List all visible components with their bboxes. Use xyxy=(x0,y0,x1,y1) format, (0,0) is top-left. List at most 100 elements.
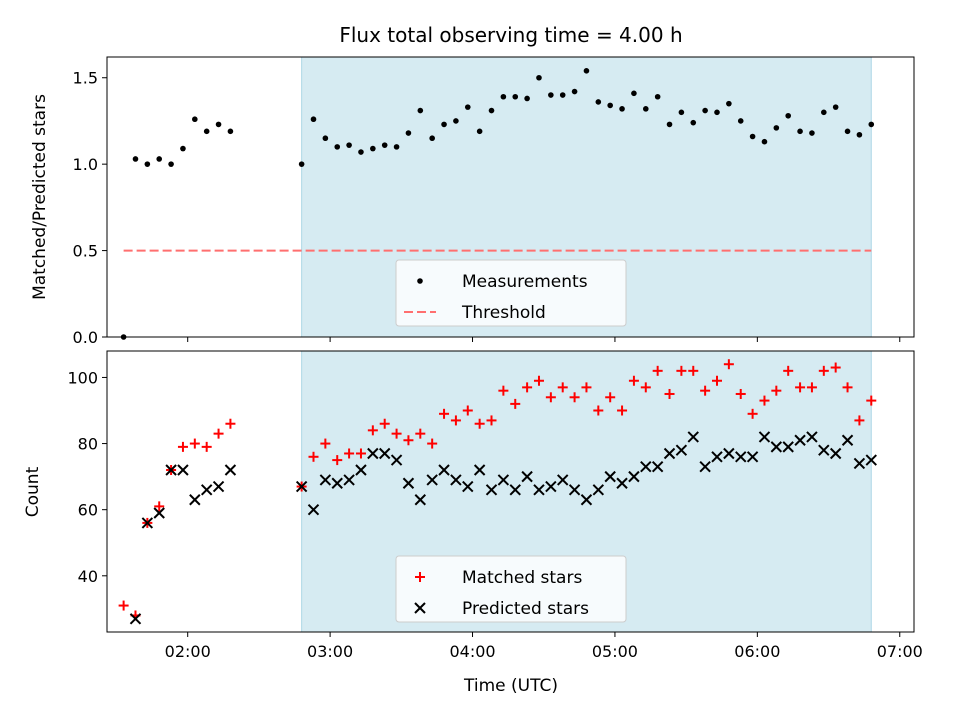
measurement-point xyxy=(322,135,329,142)
matched-star-point xyxy=(522,382,533,393)
measurement-point xyxy=(607,102,613,109)
matched-star-point xyxy=(771,385,782,396)
predicted-star-point xyxy=(829,447,842,460)
measurement-point xyxy=(761,138,768,145)
count-x-tick-label: 07:00 xyxy=(877,642,923,661)
measurement-point xyxy=(346,142,352,148)
predicted-star-point xyxy=(200,484,213,496)
predicted-star-point xyxy=(509,484,521,496)
measurement-point xyxy=(156,156,163,162)
matched-star-point xyxy=(842,382,853,393)
predicted-star-point xyxy=(189,494,201,506)
ratio-y-tick-label: 1.0 xyxy=(73,155,98,174)
predicted-star-point xyxy=(806,431,818,443)
matched-star-point xyxy=(367,425,378,436)
predicted-star-point xyxy=(153,507,165,519)
matched-star-point xyxy=(593,405,604,416)
matched-star-point xyxy=(118,600,129,611)
count-y-axis-label: Count xyxy=(23,466,43,517)
predicted-star-point xyxy=(307,503,320,516)
matched-star-point xyxy=(711,375,722,386)
x-axis-label: Time (UTC) xyxy=(463,676,558,696)
measurement-point xyxy=(631,90,637,97)
ratio-y-axis-label: Matched/Predicted stars xyxy=(30,94,50,300)
matched-star-point xyxy=(154,501,165,512)
predicted-star-point xyxy=(758,431,771,443)
predicted-star-point xyxy=(295,480,308,493)
matched-star-point xyxy=(498,385,509,396)
legend-label: Measurements xyxy=(462,272,588,292)
measurement-point xyxy=(476,128,483,135)
legend-frame xyxy=(395,555,627,623)
predicted-star-point xyxy=(177,464,189,476)
matched-star-point xyxy=(332,455,343,466)
measurement-point xyxy=(726,100,732,107)
measurement-point xyxy=(298,161,305,167)
measurement-point xyxy=(690,119,697,126)
count-y-tick-label: 100 xyxy=(67,368,98,387)
matched-star-point xyxy=(486,415,497,426)
legend-matched-marker xyxy=(415,572,425,582)
measurement-point xyxy=(642,106,649,112)
predicted-star-point xyxy=(628,470,640,483)
predicted-star-point xyxy=(640,460,652,473)
predicted-star-point xyxy=(746,451,759,463)
matched-star-point xyxy=(201,441,212,452)
ratio-panel: 0.0 0.5 1.0 1.5 Measurements Threshold Match… xyxy=(30,56,915,347)
measurement-point xyxy=(488,107,495,114)
predicted-star-point xyxy=(462,480,474,493)
measurement-point xyxy=(453,118,459,124)
chart-title: Flux total observing time = 4.00 h xyxy=(339,23,682,47)
matched-star-point xyxy=(189,438,200,449)
matched-star-point xyxy=(676,365,687,376)
matched-star-point xyxy=(747,408,758,419)
measurement-point xyxy=(666,121,673,128)
measurement-point xyxy=(132,156,139,162)
measurement-point xyxy=(678,109,685,116)
measurement-point xyxy=(464,104,471,110)
matched-star-point xyxy=(427,438,438,449)
matched-star-point xyxy=(308,451,319,462)
legend-frame xyxy=(395,259,627,327)
matched-star-point xyxy=(723,359,734,370)
measurement-point xyxy=(548,92,554,98)
matched-star-point xyxy=(510,398,521,409)
measurement-point xyxy=(619,106,625,112)
measurement-point xyxy=(180,145,186,152)
ratio-legend: Measurements Threshold xyxy=(395,259,627,327)
matched-star-point xyxy=(628,375,639,386)
measurement-point xyxy=(571,88,578,95)
matched-star-point xyxy=(344,448,355,459)
measurement-point xyxy=(595,99,602,105)
predicted-star-point xyxy=(497,474,510,486)
predicted-star-point xyxy=(699,460,711,473)
matched-star-point xyxy=(320,438,331,449)
matched-star-point xyxy=(439,408,450,419)
predicted-star-point xyxy=(141,517,154,529)
predicted-star-point xyxy=(545,480,557,493)
predicted-star-point xyxy=(450,474,462,486)
matched-star-point xyxy=(403,435,414,446)
legend-label: Matched stars xyxy=(462,568,582,588)
measurement-point xyxy=(654,93,661,100)
matched-star-point xyxy=(569,392,580,403)
measurement-point xyxy=(215,121,222,128)
measurement-point xyxy=(393,144,400,150)
measurement-point xyxy=(358,149,364,155)
predicted-star-point xyxy=(557,474,569,486)
legend-label: Threshold xyxy=(461,303,546,323)
measurement-point xyxy=(203,128,210,135)
legend-label: Predicted stars xyxy=(462,599,589,619)
matched-star-point xyxy=(664,388,675,399)
matched-star-point xyxy=(806,382,817,393)
predicted-star-point xyxy=(438,464,450,476)
predicted-star-point xyxy=(485,484,498,496)
predicted-star-point xyxy=(735,451,747,463)
predicted-star-point xyxy=(723,447,735,460)
measurement-point xyxy=(334,144,341,150)
predicted-star-point xyxy=(853,457,866,470)
measurement-point xyxy=(227,128,234,135)
predicted-star-point xyxy=(414,494,427,506)
matched-star-point xyxy=(415,428,426,439)
measurement-point xyxy=(773,125,780,131)
